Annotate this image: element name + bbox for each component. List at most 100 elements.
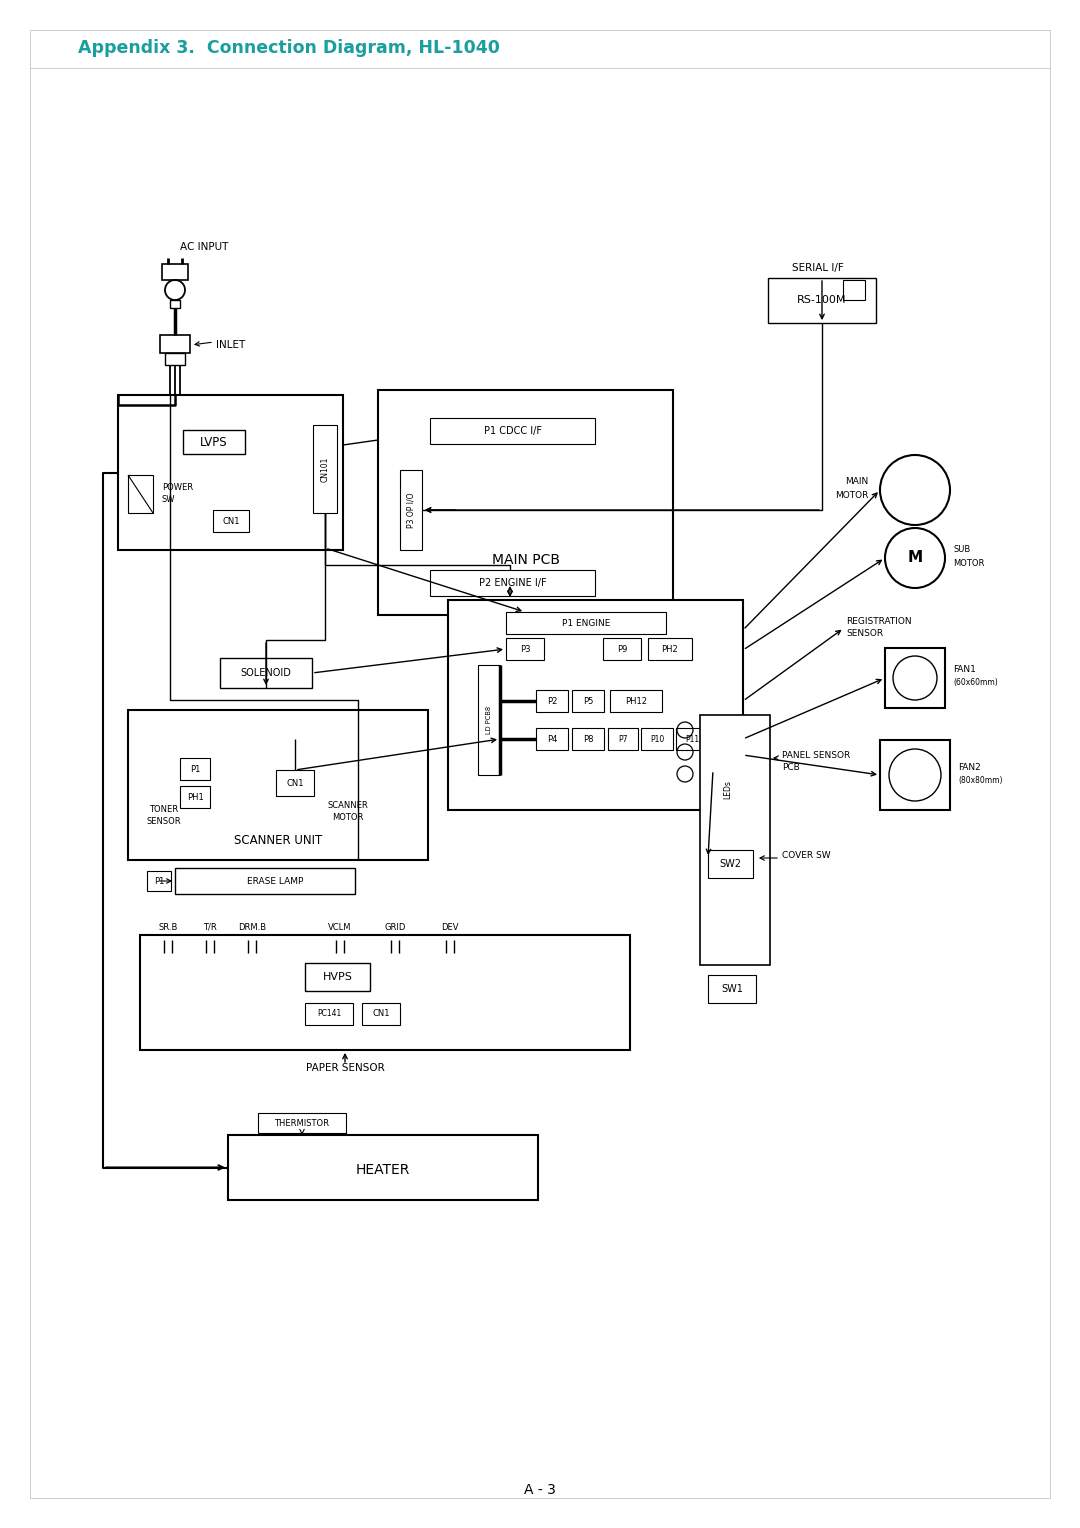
Bar <box>160 335 190 353</box>
Bar <box>147 871 171 891</box>
Bar <box>220 659 312 688</box>
Text: HVPS: HVPS <box>323 972 352 983</box>
Bar <box>572 727 604 750</box>
Bar <box>180 758 210 779</box>
Text: P9: P9 <box>617 645 627 654</box>
Text: COVER SW: COVER SW <box>782 851 831 859</box>
Text: SCANNER: SCANNER <box>327 801 368 810</box>
Text: PH1: PH1 <box>187 793 203 802</box>
Bar <box>603 639 642 660</box>
Text: LVPS: LVPS <box>200 435 228 449</box>
Text: HEATER: HEATER <box>355 1163 410 1177</box>
Text: PH2: PH2 <box>662 645 678 654</box>
Bar <box>378 390 673 614</box>
Text: VCLM: VCLM <box>328 923 352 932</box>
Text: CN1: CN1 <box>373 1010 390 1019</box>
Text: P10: P10 <box>650 735 664 744</box>
Bar <box>213 510 249 532</box>
Bar <box>165 353 185 365</box>
Text: POWER: POWER <box>162 483 193 492</box>
Text: (60x60mm): (60x60mm) <box>953 678 998 688</box>
Text: GRID: GRID <box>384 923 406 932</box>
Bar <box>700 715 770 966</box>
Bar <box>507 639 544 660</box>
Bar <box>648 639 692 660</box>
Text: P1 ENGINE: P1 ENGINE <box>562 619 610 628</box>
Bar <box>305 963 370 992</box>
Text: FAN1: FAN1 <box>953 666 976 674</box>
Bar <box>276 770 314 796</box>
Text: SENSOR: SENSOR <box>846 630 883 639</box>
Text: SOLENOID: SOLENOID <box>241 668 292 678</box>
Text: SR.B: SR.B <box>159 923 178 932</box>
Bar <box>129 711 428 860</box>
Text: P4: P4 <box>546 735 557 744</box>
Bar <box>258 1112 346 1132</box>
Text: MAIN PCB: MAIN PCB <box>491 553 559 567</box>
Text: CN1: CN1 <box>222 516 240 526</box>
Text: PCB: PCB <box>782 764 800 773</box>
Bar <box>507 613 666 634</box>
Text: P2: P2 <box>546 697 557 706</box>
Text: LD PCB8: LD PCB8 <box>486 706 492 733</box>
Bar <box>608 727 638 750</box>
Bar <box>536 727 568 750</box>
Text: SW2: SW2 <box>719 859 742 869</box>
Text: M: M <box>907 550 922 565</box>
Bar <box>768 278 876 322</box>
Bar <box>175 868 355 894</box>
Text: MAIN: MAIN <box>845 477 868 486</box>
Bar <box>880 740 950 810</box>
Text: INLET: INLET <box>216 341 245 350</box>
Bar <box>572 691 604 712</box>
Text: CN101: CN101 <box>321 457 329 481</box>
Text: DRM.B: DRM.B <box>238 923 266 932</box>
Text: A - 3: A - 3 <box>524 1484 556 1497</box>
Bar <box>140 935 630 1050</box>
Text: PANEL SENSOR: PANEL SENSOR <box>782 750 850 759</box>
Text: P3: P3 <box>519 645 530 654</box>
Text: SW1: SW1 <box>721 984 743 995</box>
Text: MOTOR: MOTOR <box>953 559 984 567</box>
Text: CN1: CN1 <box>286 778 303 787</box>
Bar <box>708 975 756 1002</box>
Text: THERMISTOR: THERMISTOR <box>274 1118 329 1128</box>
Text: REGISTRATION: REGISTRATION <box>846 617 912 626</box>
Text: P1: P1 <box>190 764 200 773</box>
Text: DEV: DEV <box>442 923 459 932</box>
Bar <box>228 1135 538 1199</box>
Text: P8: P8 <box>583 735 593 744</box>
Bar <box>885 648 945 707</box>
Text: P7: P7 <box>618 735 627 744</box>
Text: PH12: PH12 <box>625 697 647 706</box>
Text: Appendix 3.  Connection Diagram, HL-1040: Appendix 3. Connection Diagram, HL-1040 <box>78 40 500 57</box>
Text: T/R: T/R <box>203 923 217 932</box>
Text: P11: P11 <box>685 735 699 744</box>
Text: (80x80mm): (80x80mm) <box>958 776 1002 784</box>
Text: MOTOR: MOTOR <box>333 813 364 822</box>
Bar <box>305 1002 353 1025</box>
Text: TONER: TONER <box>149 805 178 814</box>
Bar <box>843 280 865 299</box>
Text: SUB: SUB <box>953 545 970 555</box>
Bar <box>536 691 568 712</box>
Bar <box>170 299 180 309</box>
Text: SCANNER UNIT: SCANNER UNIT <box>234 833 322 847</box>
Bar <box>430 419 595 445</box>
Bar <box>400 471 422 550</box>
Text: SW: SW <box>162 495 175 504</box>
Text: P1: P1 <box>153 877 164 886</box>
Text: P2 ENGINE I/F: P2 ENGINE I/F <box>478 578 546 588</box>
Text: RS-100M: RS-100M <box>797 295 847 306</box>
Bar <box>642 727 673 750</box>
Text: PAPER SENSOR: PAPER SENSOR <box>306 1063 384 1073</box>
Bar <box>180 785 210 808</box>
Text: P3 OP I/O: P3 OP I/O <box>406 492 416 527</box>
Text: FAN2: FAN2 <box>958 762 981 772</box>
Text: P5: P5 <box>583 697 593 706</box>
Bar <box>183 429 245 454</box>
Bar <box>362 1002 400 1025</box>
Text: SENSOR: SENSOR <box>147 816 181 825</box>
Bar <box>610 691 662 712</box>
Text: LEDs: LEDs <box>724 781 732 799</box>
